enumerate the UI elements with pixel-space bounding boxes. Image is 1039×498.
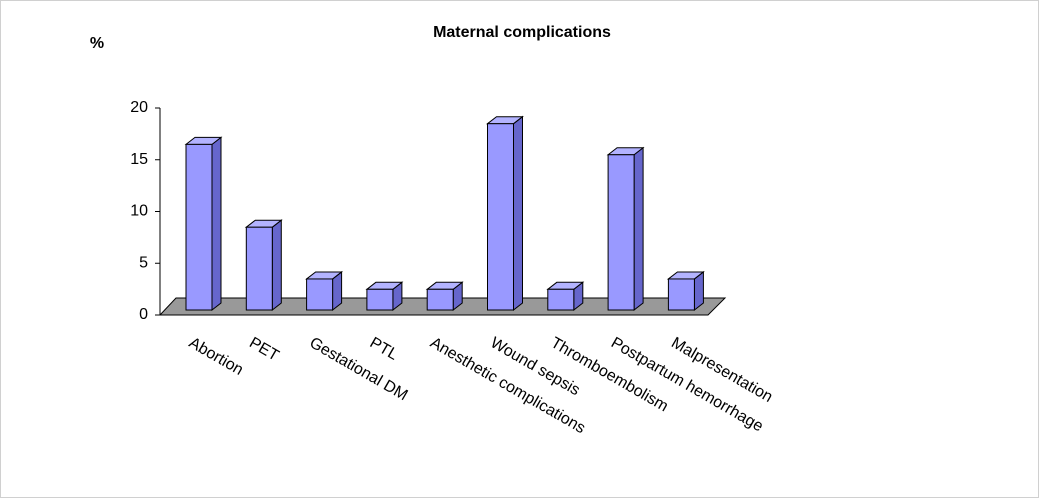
bar [606, 146, 645, 312]
y-axis-label: % [90, 35, 104, 52]
y-tick-label: 10 [130, 203, 148, 220]
bar-side [211, 136, 222, 312]
bar-side [271, 219, 282, 312]
bar [666, 270, 705, 312]
bar-front [667, 278, 695, 311]
y-tick-label: 15 [130, 151, 148, 168]
bar-side [633, 146, 644, 312]
bar-front [245, 226, 273, 311]
bar-front [547, 288, 575, 311]
y-tick-label: 5 [139, 254, 148, 271]
bar [244, 219, 283, 312]
bar-front [306, 278, 334, 311]
bar [546, 281, 585, 312]
bar [425, 281, 464, 312]
bar [305, 270, 344, 312]
bar [365, 281, 404, 312]
bar-front [185, 143, 213, 311]
y-tick-label: 20 [130, 99, 148, 116]
bar-side [513, 115, 523, 312]
y-tick-label: 0 [139, 306, 148, 323]
bar-front [426, 288, 454, 311]
bar-front [487, 123, 514, 311]
bar-front [607, 154, 635, 311]
bar [184, 136, 223, 312]
bar-front [366, 288, 394, 311]
bar [486, 115, 524, 312]
chart-title: Maternal complications [433, 24, 611, 41]
